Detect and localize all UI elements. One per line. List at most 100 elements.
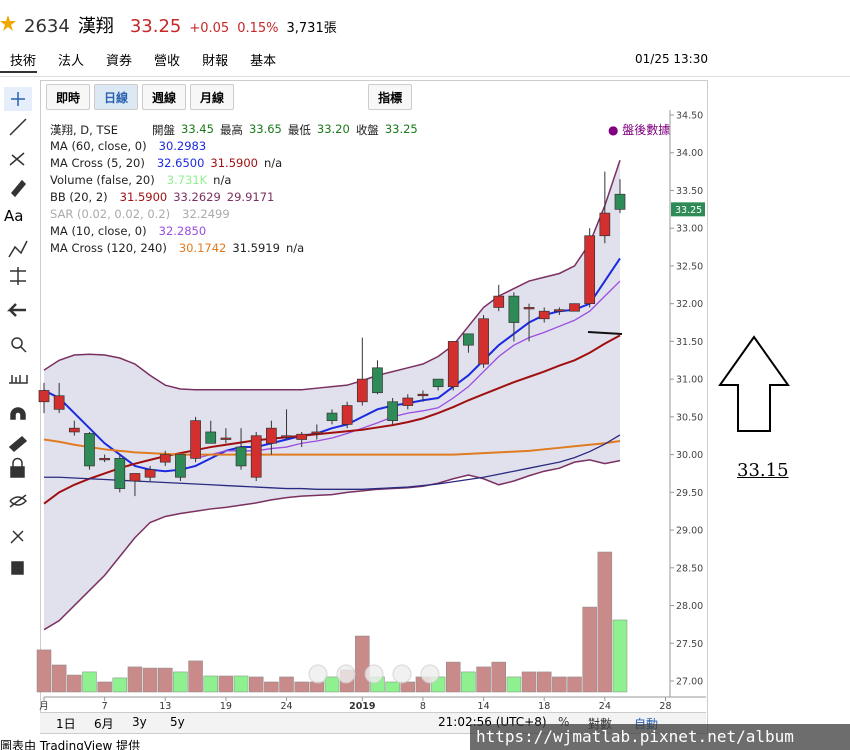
volume-bar (476, 666, 491, 693)
volume-bar (355, 635, 370, 693)
candle-body (326, 412, 338, 421)
candle-body (99, 458, 110, 461)
volume-bar (461, 671, 476, 693)
volume-bar (97, 681, 112, 693)
x-tick-label: 18 (538, 701, 550, 712)
candle-body (478, 318, 489, 365)
candle-body (129, 473, 141, 482)
legend-value: 最低 (287, 123, 311, 137)
tab[interactable]: 資券 (106, 54, 133, 69)
volume-bar (173, 671, 188, 693)
watermark: https://wjmatlab.pixnet.net/album (470, 724, 850, 750)
volume-bar (248, 676, 264, 693)
y-tick-label: 29.50 (676, 488, 703, 499)
candle-body (220, 437, 232, 440)
legend-row: MA (10, close, 0) 32.2850 (50, 224, 610, 238)
option-button[interactable]: % (558, 715, 570, 729)
nav-button (420, 664, 440, 684)
legend-label: SAR (0.02, 0.02, 0.2) (50, 207, 171, 221)
range-button[interactable]: 6月 (94, 717, 114, 731)
tab[interactable]: 基本 (250, 54, 277, 69)
after-hours[interactable]: ● 盤後數據 (608, 123, 671, 137)
toolbar-button[interactable]: 月線 (190, 84, 235, 110)
y-tick-label: 27.50 (676, 639, 703, 650)
volume-bar (218, 675, 234, 693)
volume-bar (294, 681, 309, 693)
toolbar-button[interactable]: 即時 (46, 84, 91, 110)
band-line (43, 160, 621, 391)
volume-bar (112, 677, 128, 693)
volume-bar (279, 676, 294, 693)
legend-row: BB (20, 2) 31.5900 33.2629 29.9171 (50, 190, 610, 204)
range-button[interactable]: 3y (132, 715, 147, 729)
toolbar-button[interactable]: 週線 (142, 84, 187, 110)
drawn-line (587, 331, 623, 335)
x-tick-label: 19 (220, 701, 232, 712)
tab-underline (0, 46, 37, 73)
tab[interactable]: 技術 (10, 54, 37, 69)
volume-bar (188, 660, 203, 693)
footer: 圖表由 TradingView 提供 (0, 739, 141, 750)
candle-body (281, 435, 292, 438)
volume-bar (446, 661, 461, 693)
legend-value: 31.5900 (210, 156, 258, 170)
volume-bar (491, 661, 506, 693)
legend-value: 32.2850 (158, 224, 207, 238)
legend-value: 33.2629 (173, 190, 221, 204)
legend-value: 33.25 (384, 122, 418, 136)
tab[interactable]: 法人 (58, 54, 85, 69)
legend-value: 收盤 (355, 123, 379, 137)
toolbar-button[interactable]: 指標 (368, 84, 413, 110)
candle-body (599, 212, 611, 237)
range-button[interactable]: 1日 (56, 717, 76, 731)
x-tick-label: 24 (280, 701, 292, 712)
y-tick-label: 31.00 (676, 375, 703, 386)
legend-label: MA (10, close, 0) (50, 224, 147, 238)
volume-bar (385, 681, 400, 693)
band-line (43, 459, 621, 631)
volume-bar (233, 675, 249, 693)
indicator-line (43, 334, 621, 505)
quote-header: 2634 漢翔 33.25 +0.05 0.15% 3,731張 (24, 12, 337, 38)
candle-body (508, 295, 520, 323)
legend-value: 31.5919 (232, 241, 280, 255)
pct: 0.15% (237, 21, 279, 36)
volume-bar (521, 671, 537, 693)
volume-bar (552, 676, 567, 693)
after-hours-text: 盤後數據 (622, 123, 671, 137)
up-arrow (718, 335, 790, 432)
range-button[interactable]: 5y (170, 715, 185, 729)
tab[interactable]: 財報 (202, 54, 229, 69)
y-tick-label: 30.50 (676, 412, 703, 423)
text-tool[interactable]: Aa (4, 207, 24, 225)
x-tick-label: 月 (39, 701, 49, 712)
volume-bar (51, 664, 67, 693)
candle-body (463, 333, 474, 346)
indicator-line (43, 438, 621, 456)
candle-body (387, 401, 398, 421)
toolbar-button[interactable]: 日線 (94, 84, 139, 110)
volume-bar (158, 667, 173, 693)
last-price-label: 33.25 (675, 205, 702, 216)
candle-body (144, 469, 156, 478)
volume-bar (82, 671, 97, 693)
legend-value: 29.9171 (226, 190, 275, 204)
toolbar: 即時 日線 週線 月線 指標 (46, 84, 413, 110)
legend-row: MA Cross (120, 240) 30.1742 31.5919 n/a (50, 241, 610, 255)
volume-bar (127, 666, 143, 693)
legend-value: 32.6500 (156, 156, 205, 170)
indicator-line (195, 280, 621, 460)
legend-value: n/a (213, 173, 232, 187)
legend-row: SAR (0.02, 0.02, 0.2) 32.2499 (50, 207, 610, 221)
candle-body (250, 435, 262, 478)
legend-row: 漢翔, D, TSE 開盤 33.45 最高 33.65 最低 33.20 收盤 33.25 (50, 122, 610, 138)
tab[interactable]: 營收 (154, 54, 181, 69)
datetime: 01/25 13:30 (635, 52, 708, 66)
stock-code: 2634 (24, 16, 70, 37)
volume-bar (324, 676, 340, 693)
y-tick-label: 34.50 (676, 111, 703, 122)
volume-bar (36, 649, 52, 693)
legend-row: MA Cross (5, 20) 32.6500 31.5900 n/a (50, 156, 610, 170)
legend-value: 30.2983 (158, 139, 207, 153)
